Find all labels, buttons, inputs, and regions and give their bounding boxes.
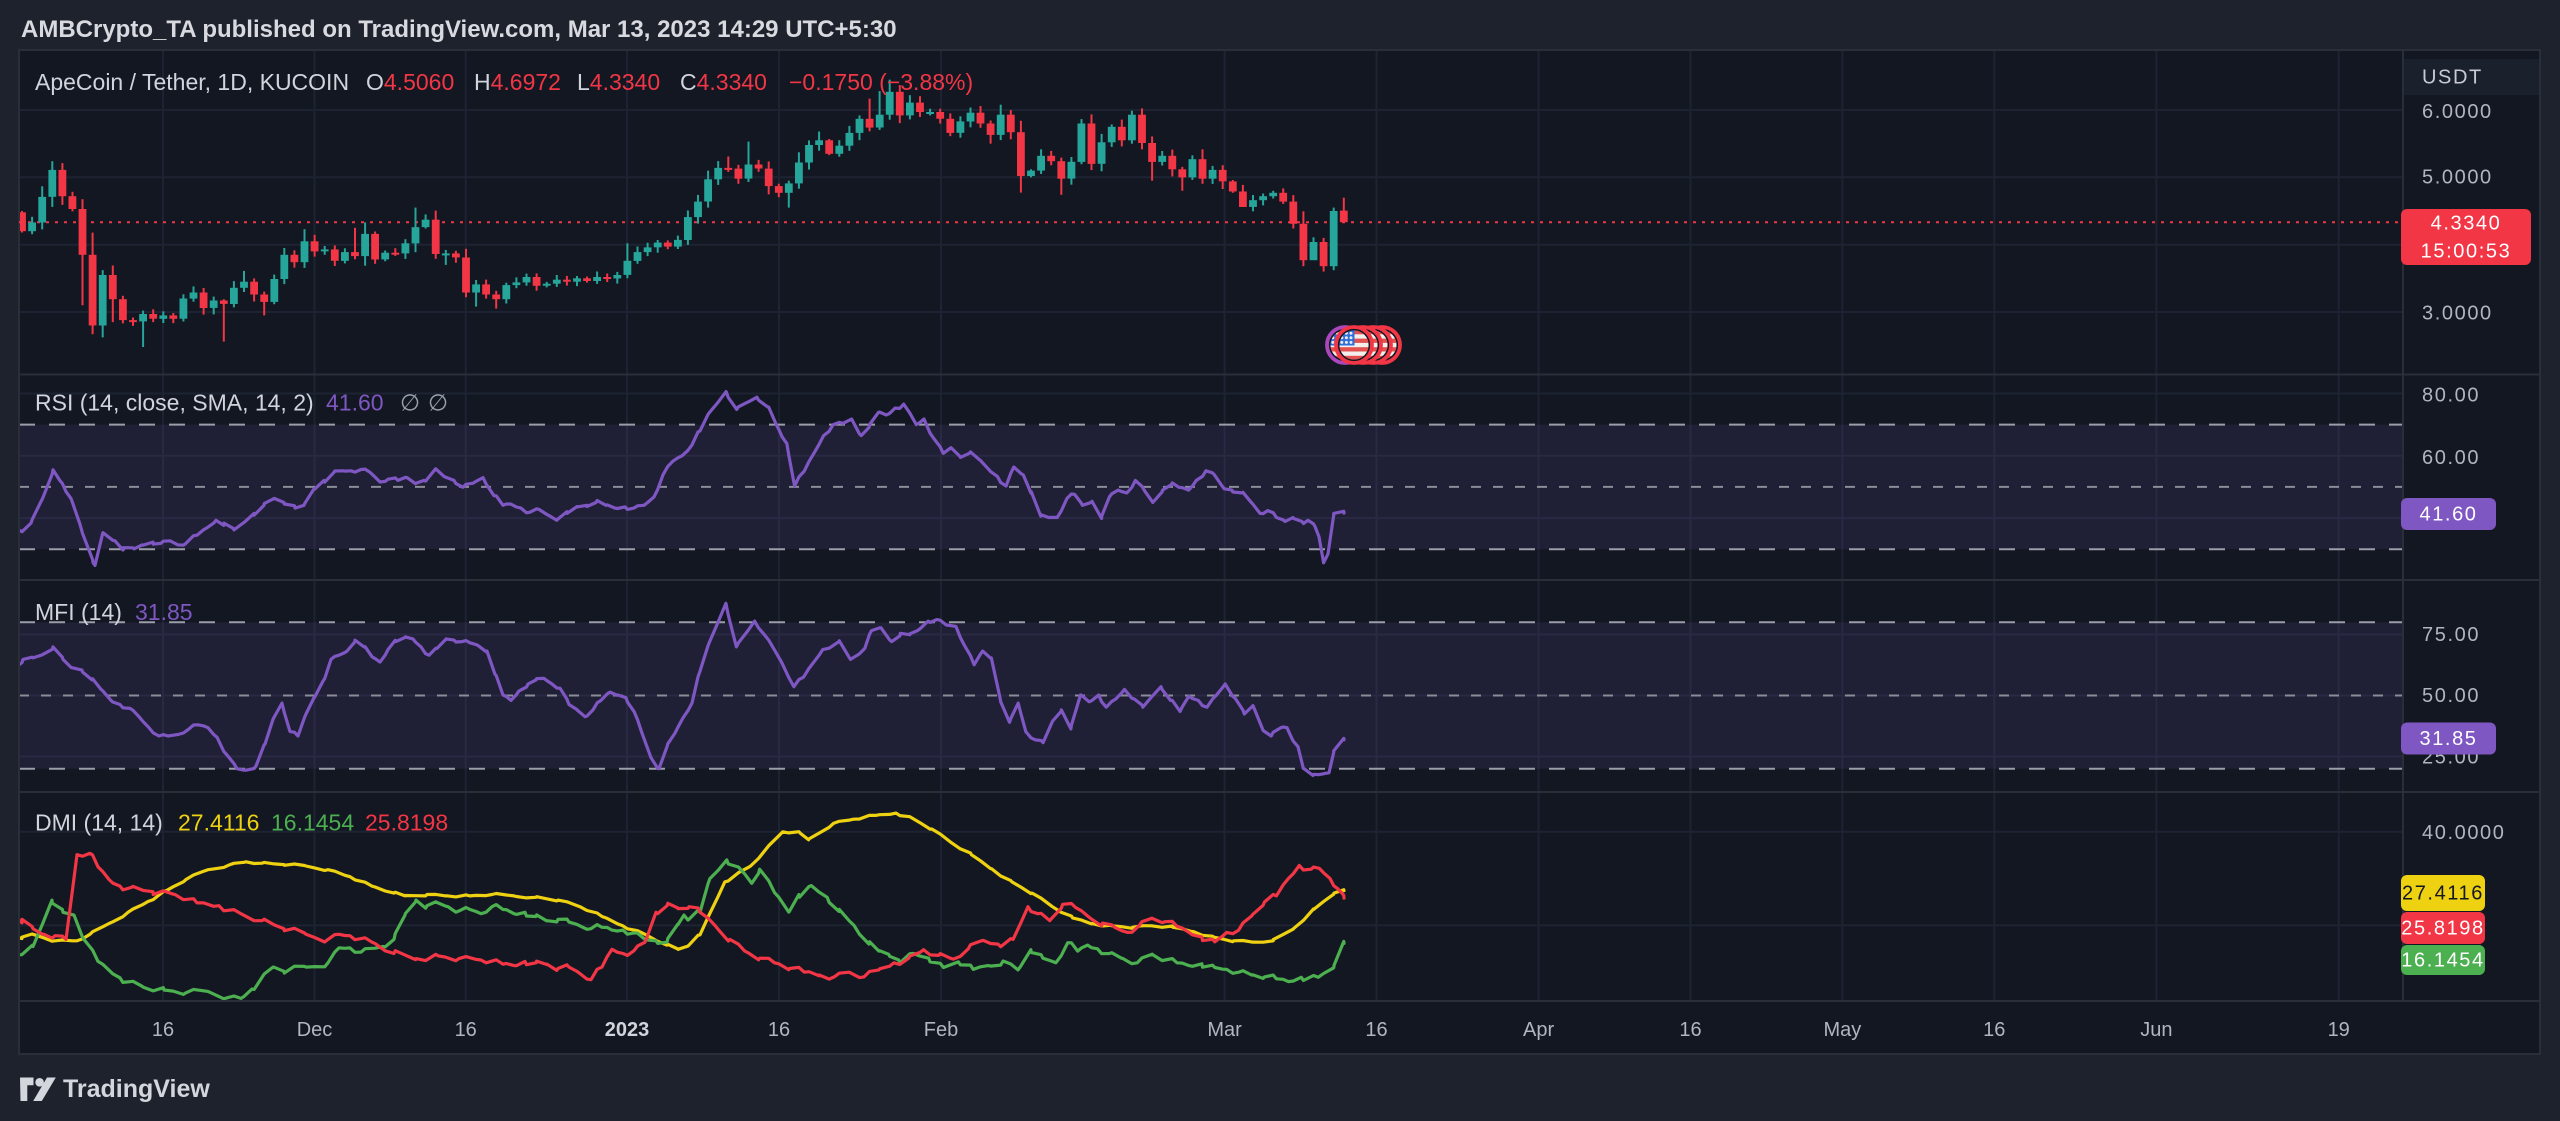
svg-text:19: 19 [2328,1019,2350,1041]
svg-text:16.1454: 16.1454 [271,810,354,836]
svg-text:31.85: 31.85 [135,599,193,625]
svg-text:3.0000: 3.0000 [2422,303,2493,325]
svg-text:41.60: 41.60 [326,390,384,416]
svg-text:16: 16 [455,1019,477,1041]
svg-text:50.00: 50.00 [2422,685,2480,707]
svg-text:5.0000: 5.0000 [2422,166,2493,188]
svg-text:16: 16 [1983,1019,2005,1041]
svg-text:TradingView: TradingView [63,1075,210,1103]
svg-text:∅: ∅ [428,390,448,416]
svg-text:MFI (14): MFI (14) [35,599,122,625]
svg-text:27.4116: 27.4116 [178,810,259,836]
svg-text:16.1454: 16.1454 [2401,950,2485,972]
svg-text:C4.3340: C4.3340 [680,69,767,95]
svg-text:∅: ∅ [400,390,420,416]
svg-text:16: 16 [1365,1019,1387,1041]
svg-text:RSI (14, close, SMA, 14, 2): RSI (14, close, SMA, 14, 2) [35,390,314,416]
svg-text:60.00: 60.00 [2422,447,2480,469]
svg-text:DMI (14, 14): DMI (14, 14) [35,810,163,836]
svg-text:6.0000: 6.0000 [2422,101,2493,123]
svg-text:25.8198: 25.8198 [2401,918,2485,940]
svg-text:75.00: 75.00 [2422,624,2480,646]
svg-text:16: 16 [152,1019,174,1041]
svg-text:H4.6972: H4.6972 [474,69,561,95]
svg-text:May: May [1824,1019,1862,1041]
svg-text:31.85: 31.85 [2419,728,2477,750]
svg-text:16: 16 [768,1019,790,1041]
svg-text:4.3340: 4.3340 [2431,213,2502,235]
svg-text:−0.1750 (−3.88%): −0.1750 (−3.88%) [789,69,973,95]
svg-text:Dec: Dec [297,1019,333,1041]
svg-text:USDT: USDT [2422,67,2483,89]
svg-text:L4.3340: L4.3340 [577,69,660,95]
svg-text:40.0000: 40.0000 [2422,822,2506,844]
svg-text:25.8198: 25.8198 [365,810,448,836]
svg-text:Jun: Jun [2140,1019,2172,1041]
svg-text:Mar: Mar [1207,1019,1242,1041]
svg-text:Feb: Feb [924,1019,958,1041]
svg-text:41.60: 41.60 [2419,504,2477,526]
svg-text:ApeCoin / Tether, 1D, KUCOIN: ApeCoin / Tether, 1D, KUCOIN [35,69,349,95]
svg-text:15:00:53: 15:00:53 [2421,241,2512,263]
svg-text:27.4116: 27.4116 [2402,883,2484,905]
svg-text:80.00: 80.00 [2422,385,2480,407]
svg-text:Apr: Apr [1523,1019,1554,1041]
svg-text:2023: 2023 [605,1019,650,1041]
svg-text:AMBCrypto_TA published on Trad: AMBCrypto_TA published on TradingView.co… [21,16,897,43]
svg-text:16: 16 [1679,1019,1701,1041]
svg-text:O4.5060: O4.5060 [366,69,454,95]
